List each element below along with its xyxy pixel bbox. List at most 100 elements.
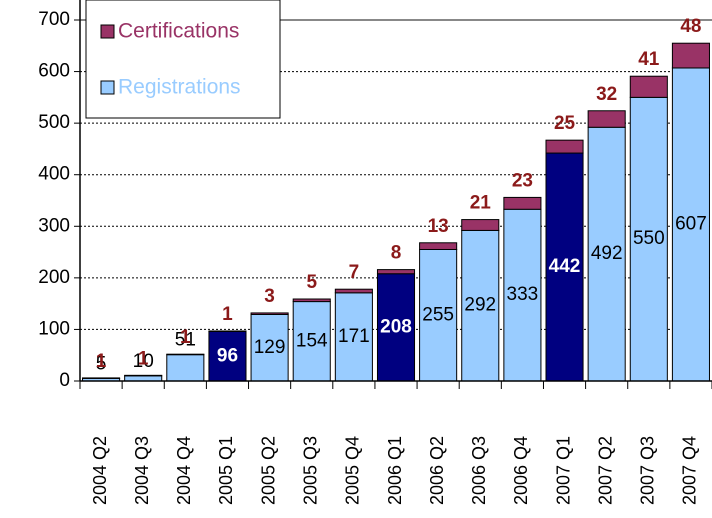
bar-segment [208,330,247,332]
x-tick-label: 2004 Q2 [90,436,110,505]
bar-segment [208,330,247,382]
bar-segment [334,288,373,294]
value-label: 550 [633,228,665,249]
bar-segment [334,292,373,382]
x-tick-group: 2007 Q2 [595,436,615,505]
value-label: 32 [596,84,617,105]
x-tick-label: 2004 Q3 [132,436,152,505]
value-label: 1 [138,348,149,369]
bar-segment [629,96,668,382]
bar-segment [124,374,163,377]
bar-segment [82,377,121,379]
bar-segment [292,301,331,382]
bar-segment [250,312,289,315]
bar-segment [250,313,289,382]
value-label: 171 [338,326,370,347]
legend-swatch [100,80,115,95]
value-label: 3 [264,286,275,307]
y-tick-label: 300 [38,215,70,236]
value-label: 10 [133,351,154,372]
value-label: 1 [180,327,191,348]
bar-segment [376,273,416,382]
value-label: 129 [254,337,286,358]
legend-box [85,0,281,119]
bar-segment [461,229,500,382]
y-tick-label: 200 [38,267,70,288]
x-tick-label: 2006 Q1 [385,436,405,505]
value-label: 208 [380,316,412,337]
y-tick-label: 700 [38,9,70,30]
bar-segment [545,139,584,154]
value-label: 41 [638,49,660,70]
value-label: 154 [296,330,328,351]
bar-segment [124,375,163,382]
value-label: 255 [422,304,454,325]
bar-segment [587,126,626,382]
bar-segment [503,208,542,382]
bar-segment [419,248,458,382]
x-tick-group: 2005 Q2 [258,436,278,505]
bar-segment [545,152,584,382]
bar-segment [292,298,331,303]
x-tick-group: 2005 Q1 [216,436,236,505]
x-tick-label: 2007 Q3 [638,436,658,505]
x-tick-group: 2006 Q4 [511,436,531,505]
x-tick-group: 2004 Q3 [132,436,152,505]
x-tick-group: 2007 Q4 [680,436,700,505]
x-tick-label: 2005 Q1 [216,436,236,505]
legend-label: Registrations [118,76,241,99]
x-tick-group: 2005 Q3 [300,436,320,505]
value-label: 51 [175,330,196,351]
x-tick-group: 2006 Q3 [469,436,489,505]
x-tick-label: 2005 Q2 [258,436,278,505]
y-tick-label: 600 [38,61,70,82]
value-label: 5 [306,272,317,293]
x-tick-label: 2005 Q4 [343,436,363,505]
bar-segment [376,269,416,275]
x-tick-group: 2004 Q2 [90,436,110,505]
x-tick-label: 2004 Q4 [174,436,194,505]
bar-segment [587,110,626,128]
x-tick-label: 2006 Q2 [427,436,447,505]
x-tick-group: 2006 Q1 [385,436,405,505]
x-tick-label: 2006 Q3 [469,436,489,505]
value-label: 492 [591,243,623,264]
value-label: 607 [675,213,707,234]
x-tick-group: 2006 Q2 [427,436,447,505]
x-tick-label: 2005 Q3 [300,436,320,505]
legend-swatch [100,24,115,39]
x-tick-label: 2007 Q4 [680,436,700,505]
x-tick-group: 2004 Q4 [174,436,194,505]
bar-segment [671,42,710,69]
bar-segment [503,196,542,210]
value-label: 23 [512,170,533,191]
bar-segment [419,242,458,250]
value-label: 21 [470,193,492,214]
x-tick-group: 2007 Q3 [638,436,658,505]
x-tick-group: 2005 Q4 [343,436,363,505]
y-tick-label: 500 [38,112,70,133]
value-label: 13 [428,216,449,237]
bar-segment [166,354,205,382]
value-label: 333 [507,284,539,305]
bar-segment [629,75,668,98]
y-tick-label: 100 [38,318,70,339]
x-tick-label: 2007 Q1 [553,436,573,505]
y-tick-label: 400 [38,164,70,185]
bar-segment [461,219,500,231]
value-label: 5 [96,353,107,374]
value-label: 1 [222,304,233,325]
value-label: 442 [549,256,581,277]
x-tick-label: 2006 Q4 [511,436,531,505]
value-label: 48 [680,16,701,37]
y-tick-label: 0 [59,370,70,391]
x-tick-group: 2007 Q1 [553,436,573,505]
value-label: 292 [464,295,496,316]
value-label: 7 [349,262,360,283]
legend-label: Certifications [118,20,239,43]
bar-segment [166,353,205,356]
x-tick-label: 2007 Q2 [595,436,615,505]
value-label: 1 [96,351,107,372]
value-label: 25 [554,113,576,134]
